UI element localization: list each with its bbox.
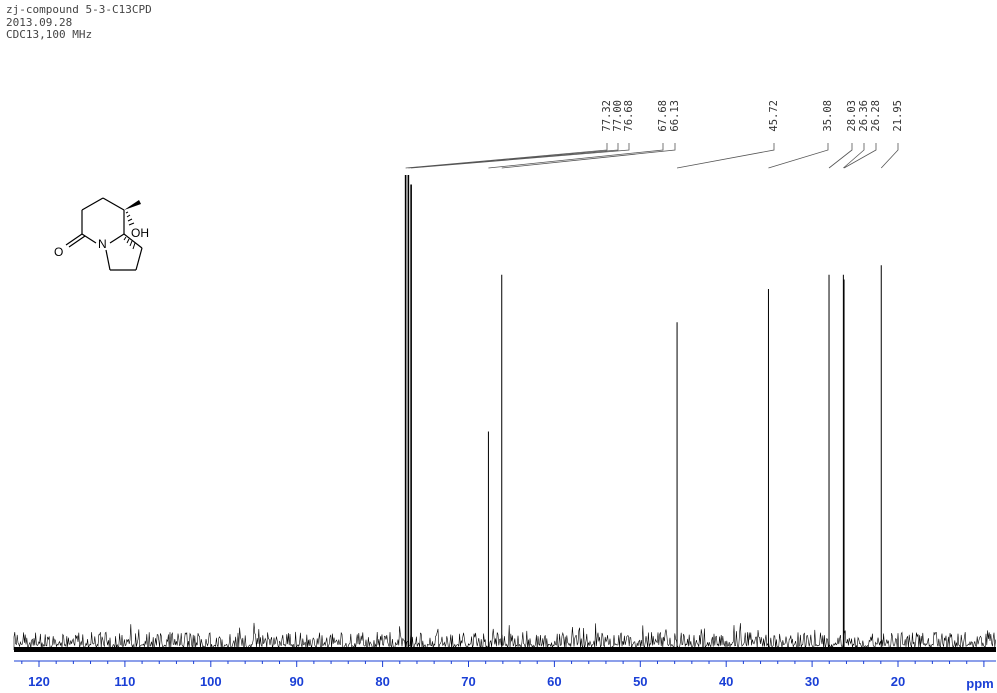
ppm-axis: 1901801701601501401301201101009080706050… (14, 660, 996, 691)
x-tick-label: 20 (891, 674, 905, 689)
peak-label-connector-2 (405, 143, 608, 169)
x-tick-label: 30 (805, 674, 819, 689)
molecule-structure (65, 197, 143, 271)
x-tick-label: 100 (200, 674, 222, 689)
peak-label-connector-5 (488, 143, 664, 169)
x-tick-label: 40 (719, 674, 733, 689)
peak-label-6: 66.13 (669, 100, 681, 132)
peak-label-connector-11 (843, 143, 877, 169)
peak-label-9: 28.03 (846, 100, 858, 132)
x-tick-label: 80 (375, 674, 389, 689)
x-axis-label: ppm (966, 676, 993, 691)
peak-label-4: 76.68 (623, 100, 635, 132)
peak-label-10: 26.36 (858, 100, 870, 132)
peak-label-connector-3 (408, 143, 619, 169)
baseline-noise (13, 622, 996, 652)
nitrogen-label: N (98, 237, 107, 251)
acquisition-date: 2013.09.28 (6, 15, 73, 29)
peak-label-11: 26.28 (870, 100, 882, 132)
peak-label-connector-4 (411, 143, 630, 169)
compound-id: zj-compound 5-3-C13CPD (6, 3, 152, 16)
peak-label-12: 21.95 (892, 100, 904, 132)
peak-label-3: 77.00 (612, 100, 624, 132)
hydroxyl-label: OH (131, 226, 149, 240)
x-tick-label: 90 (289, 674, 303, 689)
x-tick-label: 120 (28, 674, 50, 689)
peak-label-7: 45.72 (768, 100, 780, 132)
peak-label-5: 67.68 (657, 100, 669, 132)
peak-label-2: 77.32 (601, 100, 613, 132)
peak-label-8: 35.08 (822, 100, 834, 132)
peak-labels: 168.9377.3277.0076.6867.6866.1345.7235.0… (405, 100, 904, 169)
peak-label-connector-7 (676, 143, 775, 169)
peak-label-connector-12 (880, 143, 899, 169)
oxygen-label: O (54, 245, 63, 259)
spectrum-header: zj-compound 5-3-C13CPD 2013.09.28 CDC13,10… (6, 3, 152, 42)
x-tick-label: 110 (114, 674, 135, 689)
peak-lines (404, 175, 882, 650)
solvent-frequency: CDC13,100 MHz (6, 28, 93, 41)
x-tick-label: 70 (461, 674, 475, 689)
peak-label-connector-6 (501, 143, 676, 169)
peak-label-connector-10 (843, 143, 865, 169)
x-tick-label: 60 (547, 674, 561, 689)
peak-label-connector-9 (828, 143, 853, 169)
x-tick-label: 50 (633, 674, 647, 689)
peak-label-connector-8 (768, 143, 829, 169)
